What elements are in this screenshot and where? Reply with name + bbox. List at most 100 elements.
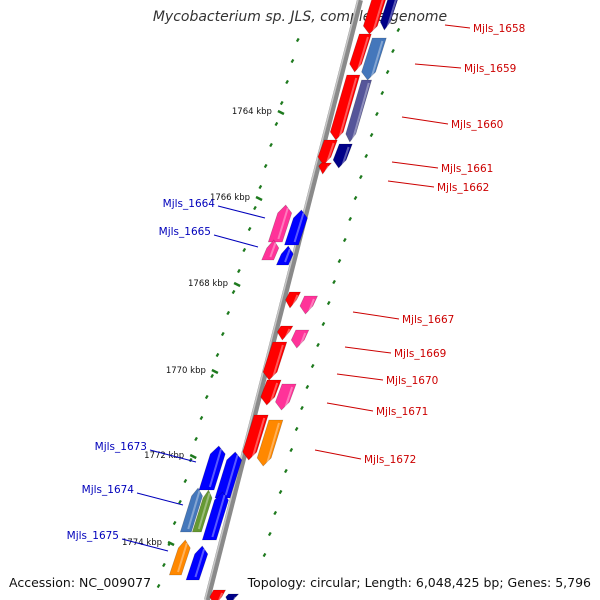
topology-text: Topology: circular; Length: 6,048,425 bp… bbox=[247, 575, 591, 590]
gene-mjls-1674 bbox=[179, 487, 203, 533]
gene-mjls-1673b-shade bbox=[224, 454, 239, 496]
kbp-label: 1766 kbp bbox=[210, 193, 250, 203]
gene-mjls-1671b-shade bbox=[284, 386, 294, 408]
gene-mjls-1675-shade bbox=[177, 542, 188, 573]
left-track-tick bbox=[156, 583, 161, 589]
right-track-tick bbox=[375, 111, 379, 117]
backbone-highlight bbox=[204, 0, 359, 600]
gene-mjls-1658 bbox=[362, 0, 386, 35]
kbp-label: 1774 kbp bbox=[122, 538, 162, 548]
right-track-tick bbox=[326, 300, 331, 306]
gene-label-right: Mjls_1658 bbox=[473, 23, 525, 35]
left-track-tick bbox=[162, 562, 166, 568]
gene-label-left: Mjls_1675 bbox=[67, 530, 119, 542]
right-track-tick bbox=[305, 384, 310, 390]
gene-mjls-1662b-shade bbox=[324, 165, 330, 172]
right-track-tick bbox=[278, 489, 283, 495]
right-track-tick bbox=[332, 279, 336, 285]
gene-mjls-1659 bbox=[349, 33, 372, 73]
gene-label-right: Mjls_1667 bbox=[402, 314, 454, 326]
gene-mjls-1665-shade bbox=[269, 242, 277, 258]
right-track-tick bbox=[342, 237, 347, 243]
left-track-tick bbox=[258, 184, 263, 190]
left-track-tick bbox=[290, 58, 295, 64]
gene-label-right: Mjls_1671 bbox=[376, 406, 428, 418]
right-track-tick bbox=[316, 342, 320, 348]
gene-mjls-1672b-shade bbox=[266, 422, 280, 464]
gene-mjls-1669 bbox=[276, 325, 294, 341]
gene-mjls-1675b-shade bbox=[194, 548, 206, 578]
gene-label-right: Mjls_1670 bbox=[386, 375, 438, 387]
right-track-tick bbox=[369, 132, 374, 138]
kbp-tick bbox=[189, 453, 197, 460]
gene-mjls-1674b-shade bbox=[197, 492, 211, 530]
left-track-tick bbox=[220, 331, 225, 337]
left-track-tick bbox=[194, 436, 198, 442]
right-track-tick bbox=[267, 531, 272, 537]
gene-label-leader bbox=[136, 492, 184, 506]
gene-mjls-1672-shade bbox=[251, 417, 266, 458]
gene-bottom-red bbox=[209, 589, 227, 600]
kbp-tick bbox=[211, 368, 219, 375]
gene-mjls-1669b-shade bbox=[299, 332, 307, 346]
left-track-tick bbox=[237, 268, 241, 274]
kbp-tick bbox=[277, 109, 285, 116]
gene-label-right: Mjls_1672 bbox=[364, 454, 416, 466]
gene-mjls-1672 bbox=[242, 414, 269, 461]
gene-mjls-1667b bbox=[299, 295, 318, 315]
right-track-tick bbox=[294, 426, 299, 432]
gene-mjls-1673 bbox=[198, 445, 226, 491]
left-track-tick bbox=[269, 142, 273, 148]
kbp-tick bbox=[255, 195, 263, 202]
gene-mjls-1664b-shade bbox=[293, 212, 305, 243]
left-track-tick bbox=[172, 520, 177, 526]
gene-label-leader bbox=[387, 180, 435, 188]
kbp-label: 1768 kbp bbox=[188, 279, 228, 289]
gene-mjls-1674c-shade bbox=[211, 494, 226, 538]
gene-mjls-1659b-shade bbox=[370, 40, 384, 78]
gene-label-leader bbox=[213, 234, 259, 248]
gene-label-left: Mjls_1673 bbox=[95, 441, 147, 453]
gene-mjls-1660-shade bbox=[338, 77, 358, 138]
left-track-tick bbox=[188, 457, 193, 463]
gene-mjls-1665b bbox=[275, 245, 294, 266]
gene-mjls-1670 bbox=[262, 341, 288, 381]
kbp-tick bbox=[167, 540, 175, 547]
gene-mjls-1659b bbox=[361, 37, 387, 81]
gene-mjls-1662b bbox=[318, 162, 333, 175]
gene-mjls-1674c bbox=[201, 491, 229, 541]
gene-mjls-1665b-shade bbox=[284, 248, 291, 263]
gene-label-leader bbox=[401, 116, 449, 125]
left-track-tick bbox=[210, 373, 214, 379]
gene-mjls-1675b bbox=[185, 545, 209, 581]
gene-mjls-1667-shade bbox=[292, 294, 299, 306]
gene-mjls-1658b bbox=[380, 0, 398, 31]
right-track-tick bbox=[300, 405, 304, 411]
gene-mjls-1662 bbox=[332, 143, 353, 169]
gene-label-right: Mjls_1661 bbox=[441, 163, 493, 175]
gene-label-leader bbox=[314, 449, 362, 460]
gene-label-leader bbox=[352, 311, 400, 320]
left-track-tick bbox=[204, 394, 209, 400]
kbp-label: 1772 kbp bbox=[144, 451, 184, 461]
gene-mjls-1670-shade bbox=[272, 344, 284, 378]
gene-mjls-1672b bbox=[256, 419, 284, 467]
gene-mjls-1660b-shade bbox=[352, 82, 370, 140]
right-track-tick bbox=[321, 321, 326, 327]
gene-label-leader bbox=[336, 373, 384, 381]
right-track-tick bbox=[273, 510, 278, 516]
gene-mjls-1660b bbox=[345, 79, 373, 143]
accession-text: Accession: NC_009077 bbox=[9, 575, 152, 590]
gene-mjls-1669b bbox=[290, 329, 310, 349]
left-track-tick bbox=[274, 121, 279, 127]
gene-label-right: Mjls_1662 bbox=[437, 182, 489, 194]
gene-mjls-1671-shade bbox=[269, 382, 279, 403]
gene-mjls-1659-shade bbox=[357, 36, 369, 70]
gene-mjls-1664-shade bbox=[277, 207, 289, 240]
gene-mjls-1661 bbox=[317, 139, 338, 166]
genome-backbone bbox=[204, 0, 363, 600]
gene-label-leader bbox=[326, 402, 374, 412]
right-track-tick bbox=[348, 216, 353, 222]
gene-mjls-1671b bbox=[275, 383, 297, 411]
left-track-tick bbox=[178, 499, 182, 505]
